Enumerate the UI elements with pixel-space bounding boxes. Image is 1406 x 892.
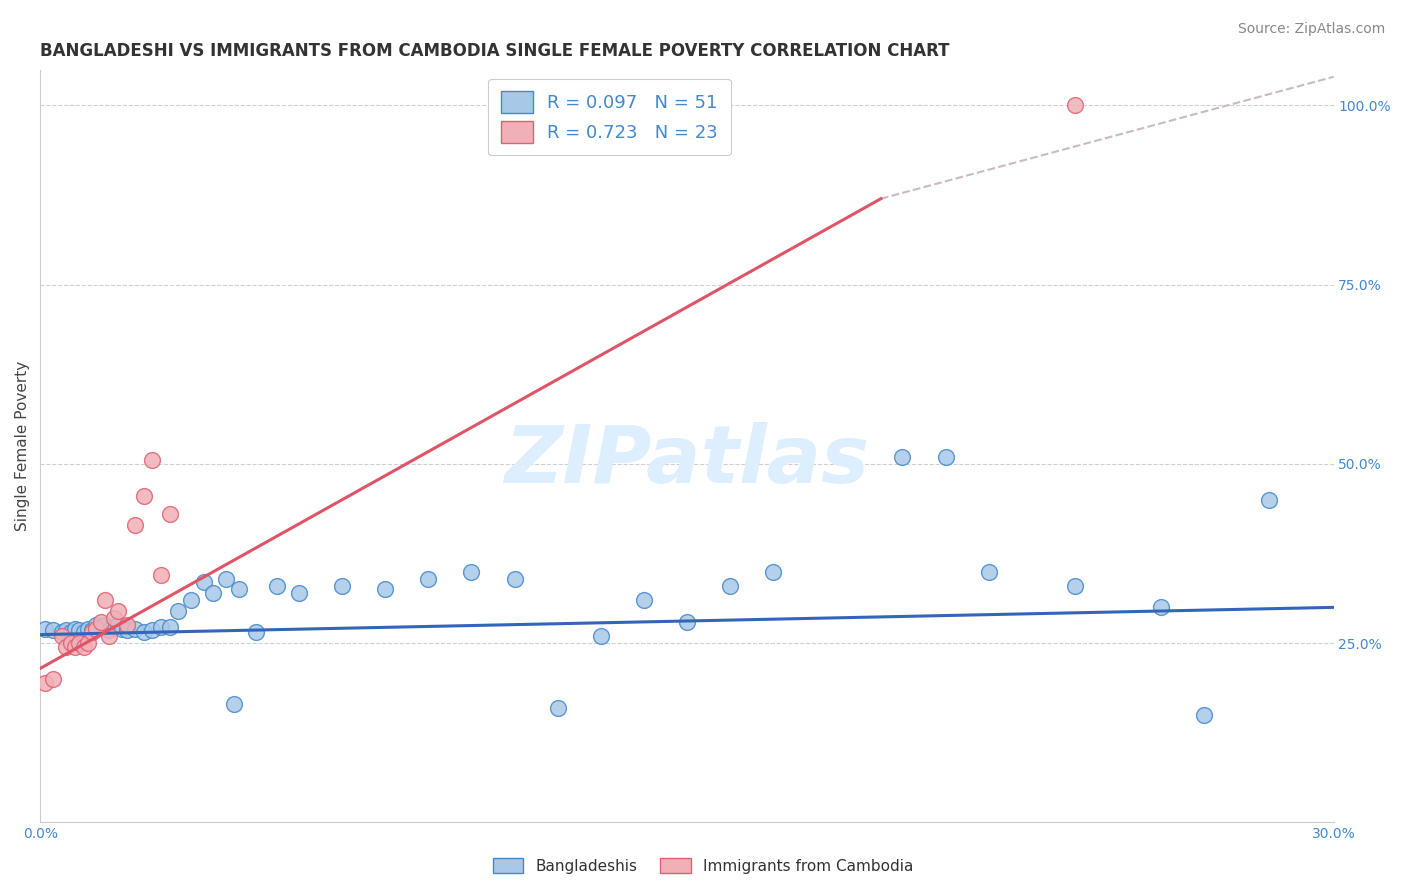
Point xyxy=(42,672,65,686)
Text: BANGLADESHI VS IMMIGRANTS FROM CAMBODIA SINGLE FEMALE POVERTY CORRELATION CHART: BANGLADESHI VS IMMIGRANTS FROM CAMBODIA … xyxy=(41,42,950,60)
Point xyxy=(1192,707,1215,722)
Point xyxy=(86,622,108,636)
Point xyxy=(94,618,117,632)
Point xyxy=(51,625,73,640)
Point xyxy=(115,618,138,632)
Point xyxy=(98,629,121,643)
Point xyxy=(224,697,246,711)
Point xyxy=(150,620,173,634)
Text: ZIPatlas: ZIPatlas xyxy=(505,422,869,500)
Point xyxy=(1257,492,1279,507)
Point xyxy=(132,489,155,503)
Point xyxy=(94,593,117,607)
Point xyxy=(67,636,90,650)
Point xyxy=(76,622,98,636)
Point xyxy=(288,586,311,600)
Point xyxy=(76,636,98,650)
Point xyxy=(124,622,146,636)
Point xyxy=(111,622,134,636)
Point xyxy=(503,572,526,586)
Point xyxy=(132,625,155,640)
Point xyxy=(676,615,699,629)
Point xyxy=(201,586,224,600)
Text: Source: ZipAtlas.com: Source: ZipAtlas.com xyxy=(1237,22,1385,37)
Legend: R = 0.097   N = 51, R = 0.723   N = 23: R = 0.097 N = 51, R = 0.723 N = 23 xyxy=(488,78,731,155)
Point xyxy=(547,700,569,714)
Point xyxy=(330,579,353,593)
Y-axis label: Single Female Poverty: Single Female Poverty xyxy=(15,361,30,531)
Point xyxy=(63,640,86,654)
Point xyxy=(1064,98,1087,112)
Legend: Bangladeshis, Immigrants from Cambodia: Bangladeshis, Immigrants from Cambodia xyxy=(486,852,920,880)
Point xyxy=(63,622,86,636)
Point xyxy=(67,624,90,638)
Point xyxy=(193,575,215,590)
Point xyxy=(34,622,56,636)
Point xyxy=(90,615,112,629)
Point xyxy=(718,579,741,593)
Point xyxy=(159,620,181,634)
Point xyxy=(55,624,77,638)
Point xyxy=(167,604,190,618)
Point xyxy=(124,517,146,532)
Point xyxy=(103,611,125,625)
Point xyxy=(59,625,82,640)
Point xyxy=(86,618,108,632)
Point xyxy=(72,625,94,640)
Point xyxy=(1150,600,1173,615)
Point xyxy=(891,450,914,464)
Point xyxy=(72,640,94,654)
Point xyxy=(266,579,288,593)
Point xyxy=(460,565,482,579)
Point xyxy=(98,624,121,638)
Point xyxy=(762,565,785,579)
Point xyxy=(59,636,82,650)
Point xyxy=(42,624,65,638)
Point xyxy=(141,624,163,638)
Point xyxy=(103,620,125,634)
Point xyxy=(228,582,250,597)
Point xyxy=(34,675,56,690)
Point xyxy=(935,450,957,464)
Point xyxy=(374,582,396,597)
Point xyxy=(107,618,129,632)
Point xyxy=(115,624,138,638)
Point xyxy=(159,507,181,521)
Point xyxy=(90,620,112,634)
Point xyxy=(633,593,655,607)
Point xyxy=(141,453,163,467)
Point xyxy=(589,629,612,643)
Point xyxy=(150,568,173,582)
Point xyxy=(82,625,104,640)
Point xyxy=(82,624,104,638)
Point xyxy=(977,565,1000,579)
Point xyxy=(107,604,129,618)
Point xyxy=(1064,579,1087,593)
Point xyxy=(55,640,77,654)
Point xyxy=(51,629,73,643)
Point xyxy=(180,593,202,607)
Point xyxy=(245,625,267,640)
Point xyxy=(215,572,238,586)
Point xyxy=(418,572,440,586)
